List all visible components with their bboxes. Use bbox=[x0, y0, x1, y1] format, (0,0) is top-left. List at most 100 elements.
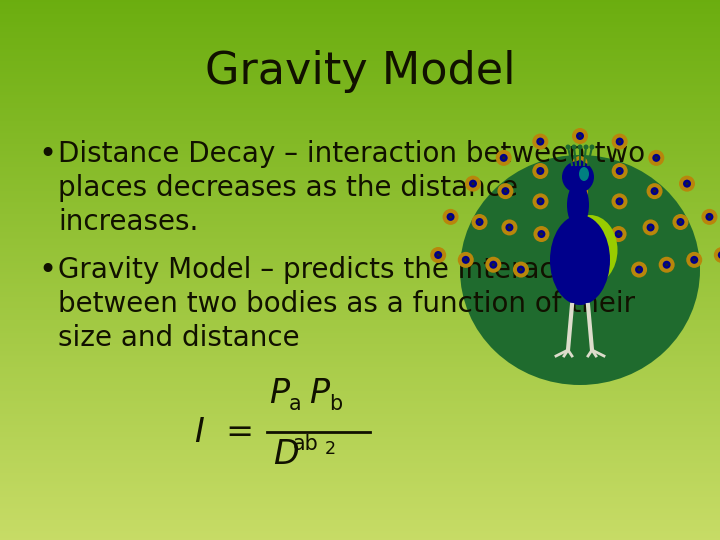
Circle shape bbox=[583, 145, 588, 150]
Bar bbox=[0, 495, 720, 497]
Bar bbox=[0, 193, 720, 194]
Text: places decreases as the distance: places decreases as the distance bbox=[58, 174, 518, 202]
Bar bbox=[0, 50, 720, 52]
Circle shape bbox=[677, 218, 685, 226]
Bar bbox=[0, 225, 720, 227]
Bar bbox=[0, 239, 720, 241]
Bar bbox=[0, 491, 720, 493]
Bar bbox=[0, 29, 720, 31]
Bar bbox=[0, 339, 720, 340]
Bar bbox=[0, 266, 720, 268]
Bar bbox=[0, 169, 720, 171]
Bar bbox=[0, 423, 720, 425]
Bar bbox=[0, 254, 720, 255]
Bar bbox=[0, 277, 720, 279]
Bar bbox=[0, 86, 720, 88]
Bar bbox=[0, 430, 720, 432]
Bar bbox=[0, 9, 720, 11]
Bar bbox=[0, 32, 720, 34]
Text: I  =: I = bbox=[195, 415, 254, 449]
Text: b: b bbox=[329, 394, 342, 414]
Bar bbox=[0, 351, 720, 353]
Bar bbox=[0, 58, 720, 59]
Circle shape bbox=[469, 180, 477, 187]
Circle shape bbox=[618, 140, 621, 143]
Bar bbox=[0, 428, 720, 430]
Bar bbox=[0, 167, 720, 169]
Text: •: • bbox=[38, 140, 56, 169]
Bar bbox=[0, 366, 720, 367]
Bar bbox=[0, 153, 720, 155]
Circle shape bbox=[446, 213, 454, 221]
Bar bbox=[0, 344, 720, 346]
Bar bbox=[0, 416, 720, 417]
Bar bbox=[0, 31, 720, 32]
Bar bbox=[0, 247, 720, 248]
Bar bbox=[0, 204, 720, 205]
Bar bbox=[0, 270, 720, 272]
Bar bbox=[0, 448, 720, 450]
Bar bbox=[0, 49, 720, 50]
Circle shape bbox=[536, 138, 544, 146]
Bar bbox=[0, 481, 720, 482]
Bar bbox=[0, 106, 720, 108]
Bar bbox=[0, 398, 720, 400]
Bar bbox=[0, 299, 720, 301]
Circle shape bbox=[612, 133, 628, 150]
Circle shape bbox=[679, 176, 695, 192]
Bar bbox=[0, 302, 720, 304]
Circle shape bbox=[449, 215, 452, 218]
Ellipse shape bbox=[460, 155, 700, 385]
Bar bbox=[0, 508, 720, 509]
Circle shape bbox=[539, 140, 542, 143]
Circle shape bbox=[572, 184, 588, 200]
Circle shape bbox=[616, 167, 624, 175]
Bar bbox=[0, 401, 720, 403]
Circle shape bbox=[536, 167, 544, 175]
Bar bbox=[0, 79, 720, 81]
Bar bbox=[0, 120, 720, 123]
Ellipse shape bbox=[567, 183, 589, 227]
Bar bbox=[0, 374, 720, 376]
Bar bbox=[0, 77, 720, 79]
Circle shape bbox=[651, 187, 659, 195]
Circle shape bbox=[685, 182, 688, 185]
Bar bbox=[0, 279, 720, 281]
Circle shape bbox=[501, 219, 518, 235]
Circle shape bbox=[679, 220, 682, 224]
Bar bbox=[0, 218, 720, 220]
Bar bbox=[0, 16, 720, 18]
Bar bbox=[0, 468, 720, 470]
Bar bbox=[0, 85, 720, 86]
Bar bbox=[0, 295, 720, 297]
Text: •: • bbox=[38, 256, 56, 285]
Bar bbox=[0, 486, 720, 488]
Bar bbox=[0, 511, 720, 513]
Circle shape bbox=[458, 252, 474, 268]
Bar bbox=[0, 147, 720, 150]
Bar bbox=[0, 331, 720, 333]
Text: D: D bbox=[273, 438, 299, 471]
Bar bbox=[0, 185, 720, 187]
Bar bbox=[0, 180, 720, 182]
Bar bbox=[0, 328, 720, 329]
Bar bbox=[0, 466, 720, 468]
Circle shape bbox=[612, 163, 628, 179]
Circle shape bbox=[693, 258, 696, 261]
Bar bbox=[0, 25, 720, 27]
Bar bbox=[0, 474, 720, 475]
Bar bbox=[0, 96, 720, 97]
Circle shape bbox=[533, 193, 549, 210]
Bar bbox=[0, 410, 720, 412]
Bar bbox=[0, 461, 720, 463]
Bar bbox=[0, 319, 720, 320]
Bar bbox=[0, 11, 720, 12]
Circle shape bbox=[495, 150, 512, 166]
Text: between two bodies as a function of their: between two bodies as a function of thei… bbox=[58, 290, 635, 318]
Bar bbox=[0, 76, 720, 77]
Bar bbox=[0, 450, 720, 452]
Bar bbox=[0, 201, 720, 204]
Bar bbox=[0, 396, 720, 398]
Bar bbox=[0, 54, 720, 56]
Circle shape bbox=[532, 163, 549, 179]
